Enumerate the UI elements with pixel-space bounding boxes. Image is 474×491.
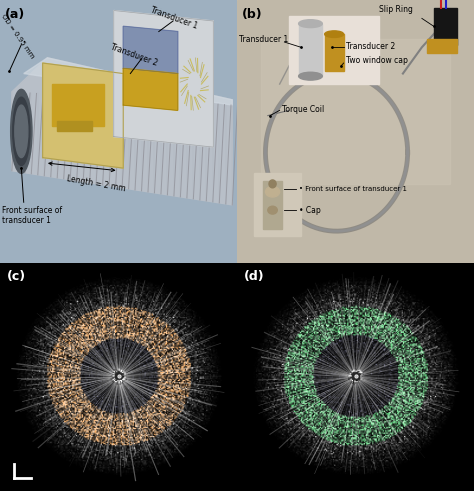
Bar	[325, 34, 344, 71]
Text: • Cap: • Cap	[299, 206, 320, 215]
Bar	[261, 108, 270, 123]
Polygon shape	[12, 58, 232, 205]
Ellipse shape	[10, 89, 32, 173]
Text: Two window cap: Two window cap	[346, 55, 408, 64]
Bar	[289, 16, 379, 84]
Text: (d): (d)	[244, 270, 265, 282]
Text: Transducer 2: Transducer 2	[109, 43, 158, 68]
Text: (a): (a)	[5, 8, 25, 21]
Bar	[263, 181, 282, 228]
Polygon shape	[24, 58, 232, 105]
Text: Slip Ring: Slip Ring	[379, 5, 413, 14]
Text: OD = 0.95 mm: OD = 0.95 mm	[0, 14, 35, 60]
Text: Transducer 2: Transducer 2	[346, 42, 395, 51]
Ellipse shape	[299, 72, 322, 80]
Text: Torque Coil: Torque Coil	[282, 106, 324, 114]
Ellipse shape	[325, 31, 344, 37]
Polygon shape	[43, 63, 123, 168]
Ellipse shape	[299, 20, 322, 27]
Text: (b): (b)	[242, 8, 263, 21]
Text: Transducer 1: Transducer 1	[239, 35, 289, 44]
Bar	[434, 8, 457, 45]
Bar	[52, 84, 104, 126]
Text: Transducer 1: Transducer 1	[149, 6, 199, 31]
Bar	[299, 24, 322, 76]
Text: Length = 2 mm: Length = 2 mm	[66, 174, 127, 193]
Bar	[254, 173, 301, 237]
Bar	[427, 39, 457, 53]
Ellipse shape	[268, 206, 277, 214]
Bar	[289, 16, 379, 84]
Text: • Front surface of transducer 1: • Front surface of transducer 1	[299, 186, 407, 192]
Text: (c): (c)	[7, 270, 26, 282]
Text: Front surface of
transducer 1: Front surface of transducer 1	[2, 206, 63, 225]
Bar	[52, 84, 104, 126]
Polygon shape	[123, 68, 178, 110]
Ellipse shape	[15, 105, 28, 158]
Ellipse shape	[13, 97, 30, 165]
Polygon shape	[123, 27, 178, 74]
Ellipse shape	[265, 187, 280, 197]
Bar	[261, 39, 450, 184]
Bar	[254, 173, 301, 237]
Circle shape	[269, 180, 276, 188]
Polygon shape	[114, 10, 213, 147]
Bar	[57, 121, 92, 131]
